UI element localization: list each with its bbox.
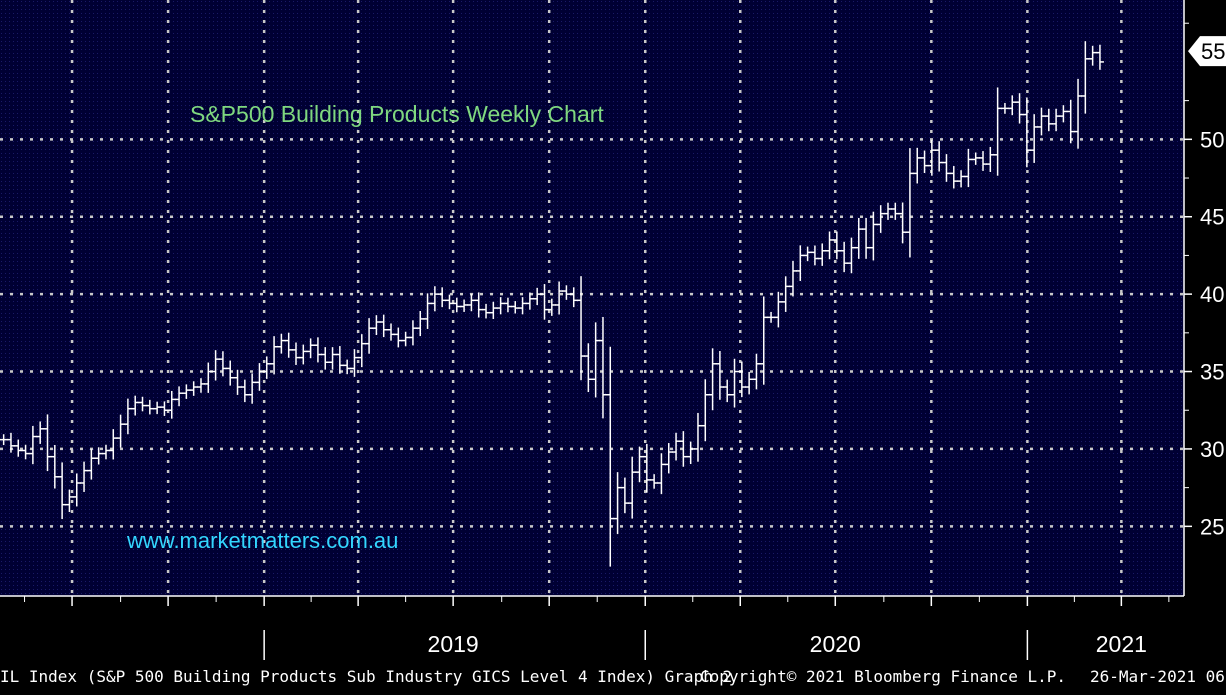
watermark: www.marketmatters.com.au	[126, 528, 398, 553]
last-value-label: 55	[1201, 39, 1225, 64]
year-label: 2021	[1096, 631, 1147, 657]
y-tick-label: 50	[1200, 127, 1224, 152]
y-tick-label: 45	[1200, 205, 1224, 230]
y-tick-label: 40	[1200, 282, 1224, 307]
last-value-tag-shape	[1188, 36, 1226, 67]
ohlc-bars	[0, 41, 1104, 567]
plot-area	[0, 0, 1184, 596]
ohlc-bar	[1095, 44, 1104, 70]
year-label: 2019	[428, 631, 479, 657]
year-label: 2020	[810, 631, 861, 657]
footer-left: IL Index (S&P 500 Building Products Sub …	[0, 667, 732, 686]
y-ticks: 25 30 35 40 45 50	[1184, 22, 1224, 539]
grid-lines	[0, 0, 1184, 596]
footer-center: Copyright© 2021 Bloomberg Finance L.P.	[700, 667, 1066, 686]
chart-title: S&P500 Building Products Weekly Chart	[190, 101, 604, 127]
y-tick-label: 25	[1200, 514, 1224, 539]
year-labels: 2018201920202021	[428, 631, 1147, 657]
y-tick-label: 35	[1200, 360, 1224, 385]
y-tick-label: 30	[1200, 437, 1224, 462]
last-value-tag: 55	[1188, 36, 1226, 67]
x-ticks	[24, 596, 1170, 660]
footer-right: 26-Mar-2021 06:	[1090, 667, 1226, 686]
